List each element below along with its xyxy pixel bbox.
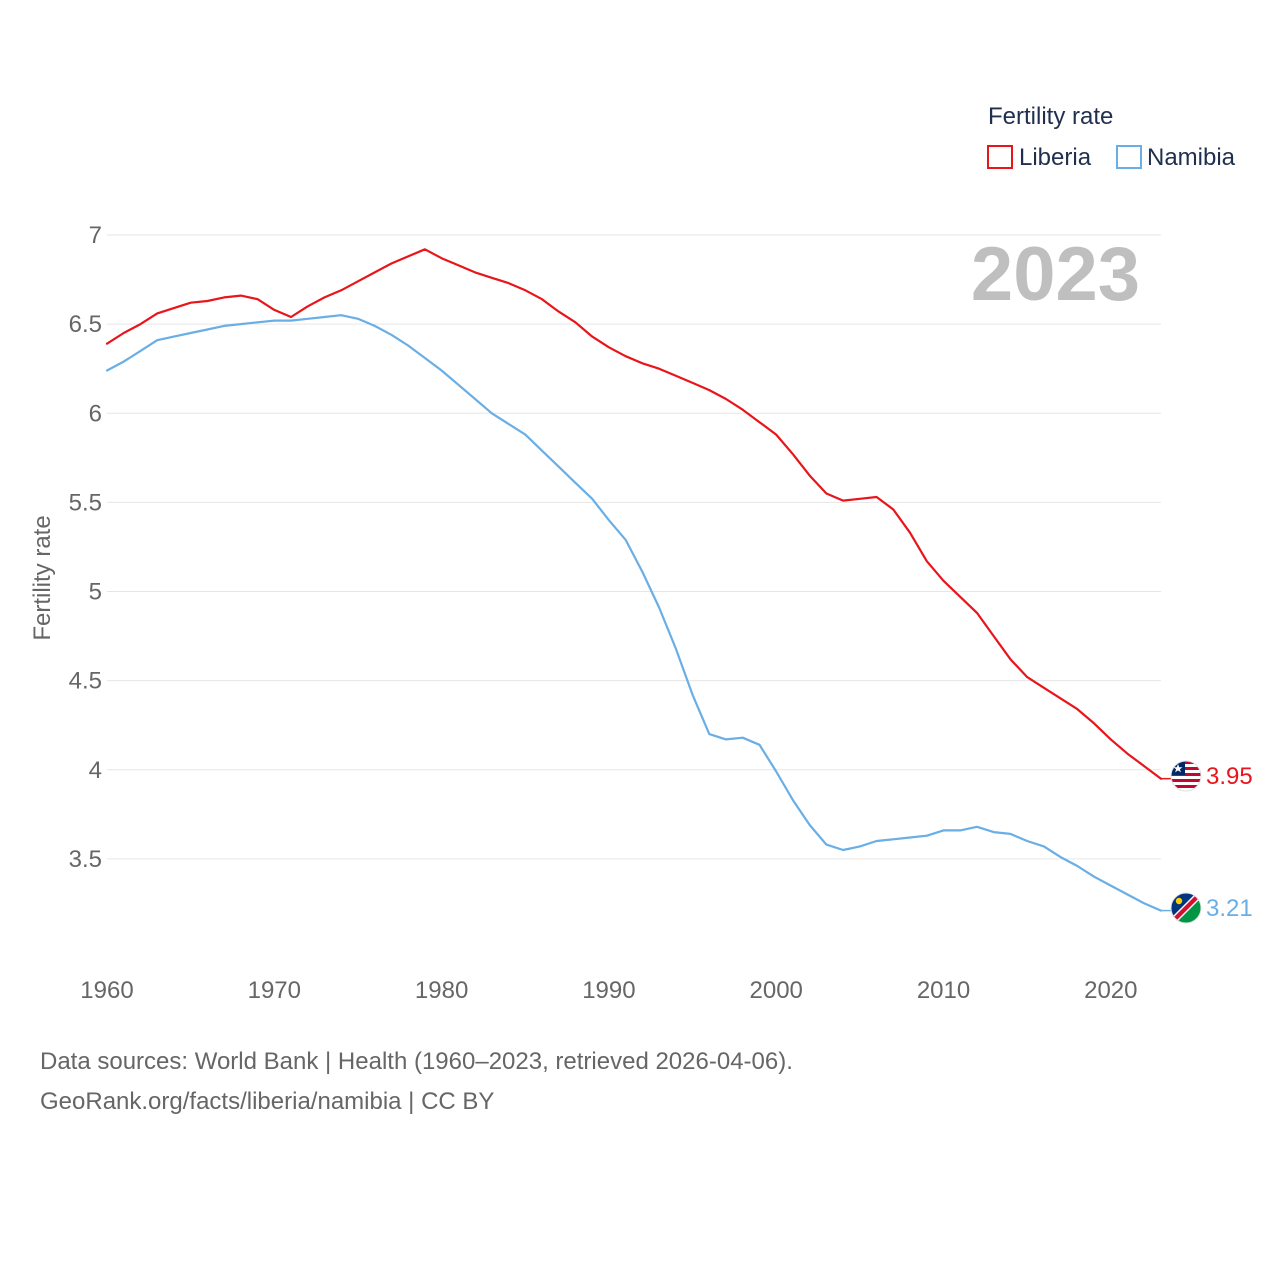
year-watermark: 2023 bbox=[971, 232, 1140, 317]
x-tick-label: 2000 bbox=[750, 977, 803, 1004]
y-tick-label: 6.5 bbox=[69, 311, 102, 338]
y-tick-label: 7 bbox=[89, 222, 102, 249]
x-axis-ticks: 1960 1970 1980 1990 2000 2010 2020 bbox=[80, 977, 1137, 1004]
x-tick-label: 2020 bbox=[1084, 977, 1137, 1004]
legend-label-liberia[interactable]: Liberia bbox=[1019, 144, 1092, 171]
chart: 3.5 4 4.5 5 5.5 6 6.5 7 1960 1970 1980 1990 2000 201… bbox=[29, 103, 1253, 1004]
legend-label-namibia[interactable]: Namibia bbox=[1147, 144, 1236, 171]
footer: Data sources: World Bank | Health (1960–… bbox=[40, 1042, 793, 1122]
y-axis-title: Fertility rate bbox=[29, 515, 56, 640]
liberia-flag-icon bbox=[1171, 761, 1201, 791]
x-tick-label: 2010 bbox=[917, 977, 970, 1004]
y-tick-label: 5 bbox=[89, 579, 102, 606]
y-tick-label: 3.5 bbox=[69, 846, 102, 873]
legend: Fertility rate Liberia Namibia bbox=[987, 103, 1236, 171]
y-tick-label: 4 bbox=[89, 757, 102, 784]
series-layer bbox=[105, 248, 1172, 912]
x-tick-label: 1990 bbox=[582, 977, 635, 1004]
x-tick-label: 1960 bbox=[80, 977, 133, 1004]
y-tick-label: 5.5 bbox=[69, 489, 102, 516]
grid-lines bbox=[107, 234, 1161, 860]
series-line-namibia[interactable] bbox=[105, 314, 1163, 912]
legend-swatch-liberia[interactable] bbox=[987, 145, 1013, 169]
x-tick-label: 1970 bbox=[248, 977, 301, 1004]
legend-title: Fertility rate bbox=[988, 103, 1113, 130]
legend-swatch-namibia[interactable] bbox=[1116, 145, 1142, 169]
end-label-namibia: 3.21 bbox=[1206, 895, 1253, 922]
y-tick-label: 6 bbox=[89, 400, 102, 427]
footer-link[interactable]: GeoRank.org/facts/liberia/namibia | CC B… bbox=[40, 1088, 495, 1115]
end-label-liberia: 3.95 bbox=[1206, 763, 1253, 790]
x-tick-label: 1980 bbox=[415, 977, 468, 1004]
series-line-liberia[interactable] bbox=[105, 248, 1163, 780]
namibia-flag-icon bbox=[1171, 893, 1201, 923]
footer-sources: Data sources: World Bank | Health (1960–… bbox=[40, 1048, 793, 1075]
y-tick-label: 4.5 bbox=[69, 668, 102, 695]
y-axis-ticks: 3.5 4 4.5 5 5.5 6 6.5 7 bbox=[69, 222, 102, 873]
